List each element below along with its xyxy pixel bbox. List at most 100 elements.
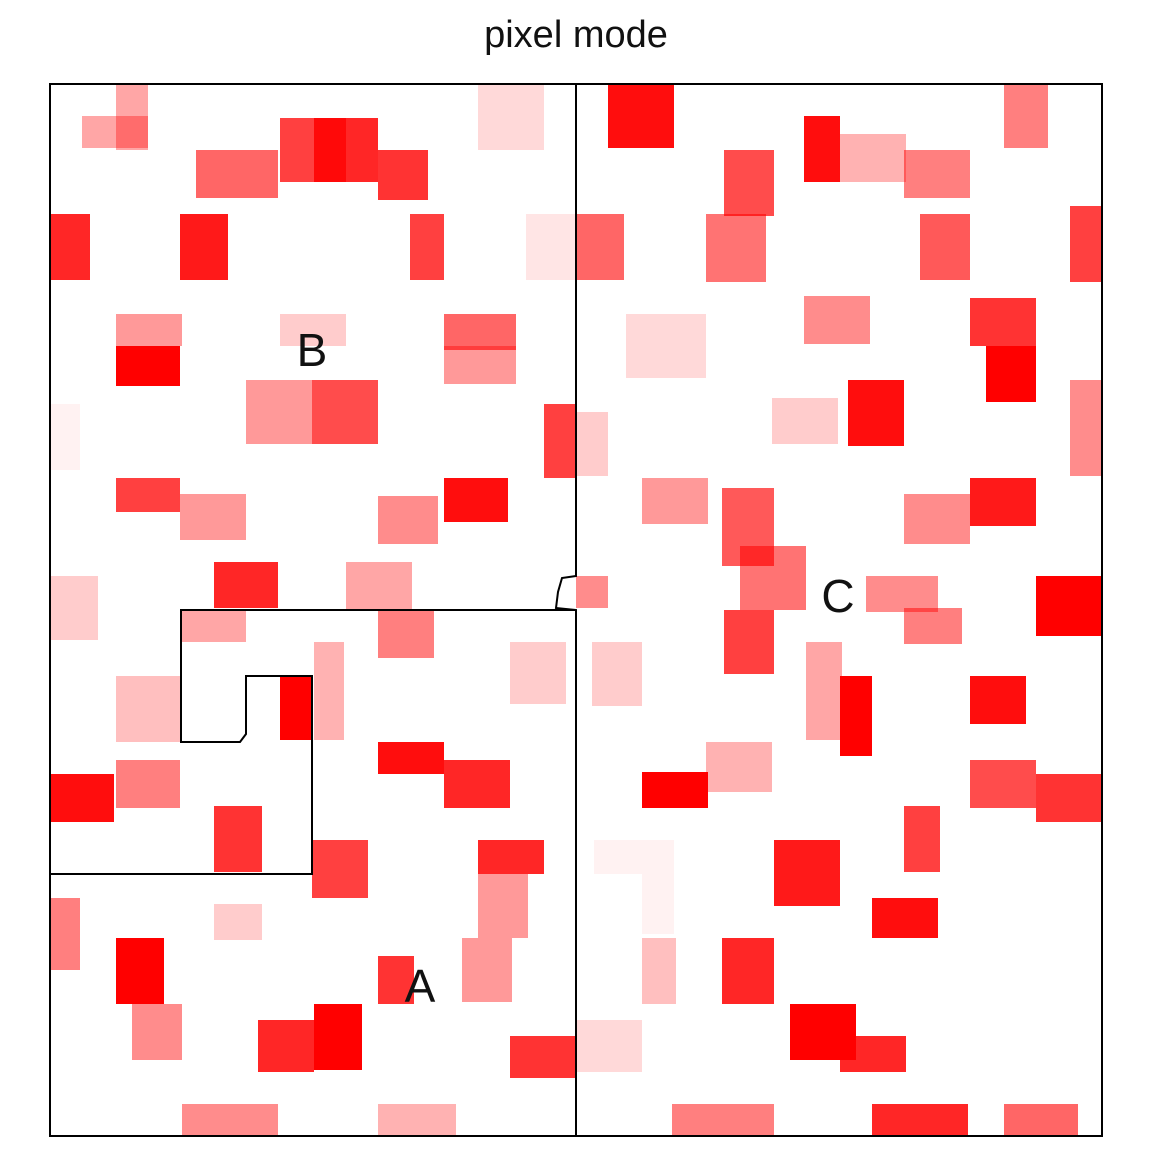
pixel-patch bbox=[280, 314, 346, 346]
pixel-patch bbox=[314, 642, 344, 740]
pixel-patch bbox=[312, 840, 368, 898]
pixel-patch bbox=[872, 898, 938, 938]
pixel-patch bbox=[50, 774, 114, 822]
pixel-patch bbox=[50, 214, 90, 280]
pixel-patch bbox=[180, 214, 228, 280]
chart-title: pixel mode bbox=[484, 14, 668, 56]
pixel-patch bbox=[180, 494, 246, 540]
pixel-patch bbox=[1004, 84, 1048, 148]
pixel-patch bbox=[82, 116, 148, 148]
pixel-patch bbox=[866, 576, 938, 612]
pixel-patch bbox=[196, 150, 278, 198]
pixel-patch bbox=[246, 380, 312, 444]
pixel-patch bbox=[280, 676, 312, 740]
pixel-patch bbox=[608, 84, 674, 148]
pixel-patch bbox=[724, 610, 774, 674]
pixel-patch bbox=[970, 676, 1026, 724]
pixel-patch bbox=[1070, 206, 1102, 282]
pixel-patch bbox=[544, 404, 576, 478]
pixel-patch bbox=[214, 806, 262, 872]
pixel-patch bbox=[182, 1104, 278, 1136]
pixel-patch bbox=[872, 1104, 968, 1136]
region-label-c: C bbox=[821, 570, 854, 622]
pixel-patch bbox=[722, 938, 774, 1004]
pixel-patch bbox=[576, 576, 608, 608]
pixel-patch bbox=[478, 840, 544, 874]
pixel-patch bbox=[970, 760, 1036, 808]
pixel-patch bbox=[1036, 576, 1102, 636]
pixel-patch bbox=[478, 84, 544, 150]
pixel-patch bbox=[706, 214, 766, 282]
pixel-patch bbox=[840, 676, 872, 756]
pixel-patch bbox=[444, 346, 516, 384]
pixel-patch bbox=[904, 494, 970, 544]
pixel-patch bbox=[444, 760, 510, 808]
pixel-patch bbox=[116, 346, 180, 386]
pixel-patch bbox=[848, 380, 904, 446]
pixel-patch bbox=[904, 608, 962, 644]
pixel-patch bbox=[510, 1036, 576, 1078]
pixel-patch bbox=[444, 478, 508, 522]
pixel-patch bbox=[410, 214, 444, 280]
pixel-patch bbox=[576, 214, 624, 280]
pixel-patch bbox=[576, 412, 608, 476]
pixel-patch bbox=[806, 642, 842, 740]
pixel-patch bbox=[920, 214, 970, 280]
pixel-patch bbox=[312, 380, 378, 444]
pixel-patch bbox=[904, 150, 970, 198]
pixel-patch bbox=[642, 938, 676, 1004]
pixel-patch bbox=[50, 404, 80, 470]
pixel-patch bbox=[840, 1036, 906, 1072]
boundary-region-a bbox=[50, 609, 576, 875]
pixel-patch bbox=[672, 1104, 774, 1136]
pixel-patch bbox=[592, 642, 642, 706]
pixel-patch bbox=[510, 642, 566, 704]
pixel-patch bbox=[444, 314, 516, 350]
region-label-b: B bbox=[297, 324, 328, 376]
pixel-patch bbox=[116, 938, 164, 1004]
pixel-patch bbox=[594, 840, 674, 874]
pixel-patch bbox=[576, 1020, 642, 1072]
pixel-patch bbox=[378, 956, 414, 1004]
pixel-patch bbox=[116, 84, 148, 150]
pixel-patch bbox=[706, 742, 772, 792]
pixel-patch bbox=[132, 1004, 182, 1060]
pixel-patch bbox=[116, 314, 182, 346]
pixel-patch bbox=[740, 546, 806, 610]
pixel-patch bbox=[1070, 380, 1102, 476]
pixel-patch bbox=[904, 806, 940, 872]
pixel-patch bbox=[774, 840, 840, 906]
pixel-patch bbox=[1004, 1104, 1078, 1136]
pixel-patch bbox=[50, 898, 80, 970]
pixel-patch bbox=[642, 874, 674, 934]
pixel-patch bbox=[478, 874, 528, 938]
pixel-patch bbox=[116, 760, 180, 808]
pixel-patch bbox=[180, 610, 246, 642]
pixel-patch bbox=[214, 904, 262, 940]
pixel-patch bbox=[772, 398, 838, 444]
pixel-patch bbox=[378, 610, 434, 658]
pixel-patch bbox=[378, 1104, 456, 1136]
pixel-patch bbox=[986, 346, 1036, 402]
pixel-patch bbox=[840, 134, 906, 182]
pixel-patch bbox=[116, 676, 180, 742]
pixel-patch bbox=[314, 1004, 362, 1070]
pixel-patch bbox=[642, 772, 708, 808]
pixel-patch bbox=[462, 938, 512, 1002]
pixel-patch bbox=[804, 116, 840, 182]
pixel-patch bbox=[526, 214, 576, 280]
pixel-patch bbox=[970, 478, 1036, 526]
region-boundaries bbox=[50, 84, 577, 1136]
pixel-patch bbox=[116, 478, 180, 512]
pixel-patch bbox=[314, 118, 378, 182]
pixel-patch bbox=[378, 742, 444, 774]
pixel-patch bbox=[804, 296, 870, 344]
pixel-patch bbox=[214, 562, 278, 608]
pixel-patch bbox=[724, 150, 774, 216]
pixel-patch bbox=[626, 314, 706, 378]
pixel-patch bbox=[50, 576, 98, 640]
pixel-patch bbox=[378, 150, 428, 200]
pixel-patches-layer bbox=[50, 84, 1102, 1136]
pixel-patch bbox=[258, 1020, 314, 1072]
